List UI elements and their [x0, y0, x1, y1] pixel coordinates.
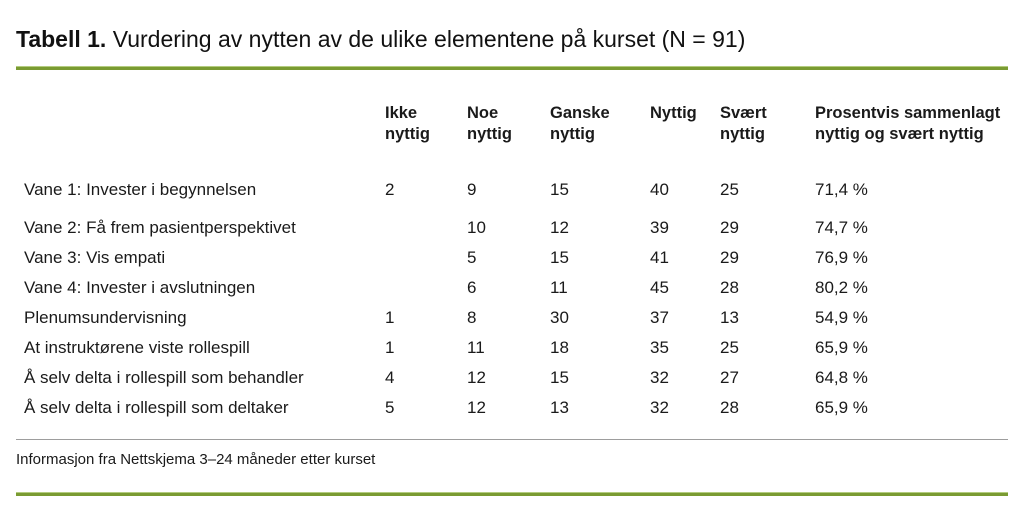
cell-value: 40 — [650, 180, 669, 199]
cell-value: 15 — [550, 248, 569, 267]
column-header: Prosentvis sammenlagt nyttig og svært ny… — [815, 104, 1001, 143]
row-label: Vane 2: Få frem pasientperspektivet — [24, 218, 296, 237]
cell-value: 65,9 % — [815, 338, 868, 357]
cell-value: 76,9 % — [815, 248, 868, 267]
row-label: Vane 4: Invester i avslutningen — [24, 278, 256, 297]
cell-value: 1 — [385, 338, 395, 357]
cell-value: 32 — [650, 368, 669, 387]
footnote: Informasjon fra Nettskjema 3–24 måneder … — [16, 451, 376, 468]
row-label: Å selv delta i rollespill som behandler — [24, 368, 304, 387]
row-label: Plenumsundervisning — [24, 308, 187, 327]
row-label: Vane 1: Invester i begynnelsen — [24, 180, 257, 199]
cell-value: 65,9 % — [815, 398, 868, 417]
cell-value: 32 — [650, 398, 669, 417]
row-label: Vane 3: Vis empati — [24, 248, 166, 267]
cell-value: 74,7 % — [815, 218, 868, 237]
cell-value: 18 — [550, 338, 569, 357]
cell-value: 28 — [720, 278, 739, 297]
cell-value: 5 — [385, 398, 395, 417]
header-label-spacer — [24, 103, 385, 145]
cell-value: 4 — [385, 368, 395, 387]
row-label: Å selv delta i rollespill som deltaker — [24, 398, 289, 417]
cell-value: 30 — [550, 308, 569, 327]
cell-value: 45 — [650, 278, 669, 297]
cell-value: 39 — [650, 218, 669, 237]
cell-value: 27 — [720, 368, 739, 387]
cell-value: 29 — [720, 248, 739, 267]
row-label: At instruktørene viste rollespill — [24, 338, 250, 357]
column-header: Noe nyttig — [467, 104, 512, 143]
cell-value: 37 — [650, 308, 669, 327]
cell-value: 41 — [650, 248, 669, 267]
table-row: Vane 3: Vis empati 5 15 41 29 76,9 % — [16, 243, 1008, 273]
cell-value: 11 — [467, 338, 485, 357]
table-body: Vane 1: Invester i begynnelsen 2 9 15 40 25 71… — [16, 175, 1008, 423]
cell-value: 10 — [467, 218, 486, 237]
table-header-row: Ikke nyttig Noe nyttig Ganske nyttig Nyttig… — [16, 103, 1008, 145]
column-header: Ikke nyttig — [385, 104, 430, 143]
column-header: Nyttig — [650, 104, 697, 122]
table-row: Plenumsundervisning 1 8 30 37 13 54,9 % — [16, 303, 1008, 333]
cell-value: 29 — [720, 218, 739, 237]
cell-value: 15 — [550, 180, 569, 199]
column-header: Ganske nyttig — [550, 104, 610, 143]
cell-value: 9 — [467, 180, 477, 199]
cell-value: 35 — [650, 338, 669, 357]
cell-value: 8 — [467, 308, 477, 327]
cell-value: 12 — [467, 368, 486, 387]
cell-value: 13 — [720, 308, 739, 327]
cell-value: 11 — [550, 278, 568, 297]
cell-value: 13 — [550, 398, 569, 417]
cell-value: 12 — [550, 218, 569, 237]
cell-value: 64,8 % — [815, 368, 868, 387]
cell-value: 12 — [467, 398, 486, 417]
top-divider — [16, 66, 1008, 70]
bottom-divider — [16, 492, 1008, 496]
cell-value: 1 — [385, 308, 395, 327]
cell-value: 80,2 % — [815, 278, 868, 297]
cell-value: 2 — [385, 180, 395, 199]
table-row: Å selv delta i rollespill som deltaker 5 1… — [16, 393, 1008, 423]
table-title-text: Vurdering av nytten av de ulike elemente… — [112, 26, 746, 52]
cell-value: 5 — [467, 248, 477, 267]
cell-value: 25 — [720, 180, 739, 199]
table-title: Tabell 1. Vurdering av nytten av de ulik… — [16, 25, 1008, 53]
cell-value: 28 — [720, 398, 739, 417]
footnote-divider — [16, 439, 1008, 440]
table-row: Vane 2: Få frem pasientperspektivet 10 12 3… — [16, 213, 1008, 243]
table-row: Vane 1: Invester i begynnelsen 2 9 15 40 25 71… — [16, 175, 1008, 205]
table-number-label: Tabell 1. — [16, 26, 107, 52]
cell-value: 54,9 % — [815, 308, 868, 327]
table-row: Vane 4: Invester i avslutningen 6 11 45 28 80… — [16, 273, 1008, 303]
table-row: At instruktørene viste rollespill 1 11 18 35… — [16, 333, 1008, 363]
cell-value: 25 — [720, 338, 739, 357]
table-row: Å selv delta i rollespill som behandler 4… — [16, 363, 1008, 393]
cell-value: 71,4 % — [815, 180, 868, 199]
cell-value: 6 — [467, 278, 477, 297]
column-header: Svært nyttig — [720, 104, 767, 143]
cell-value: 15 — [550, 368, 569, 387]
